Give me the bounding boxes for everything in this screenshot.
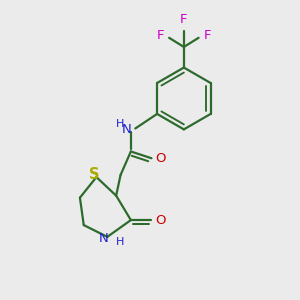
Text: N: N (99, 232, 109, 245)
Text: H: H (116, 237, 124, 247)
Text: F: F (180, 13, 188, 26)
Text: O: O (155, 214, 166, 226)
Text: F: F (157, 29, 164, 42)
Text: F: F (204, 29, 211, 42)
Text: S: S (89, 167, 99, 182)
Text: H: H (116, 119, 125, 129)
Text: N: N (122, 123, 131, 136)
Text: O: O (155, 152, 166, 165)
